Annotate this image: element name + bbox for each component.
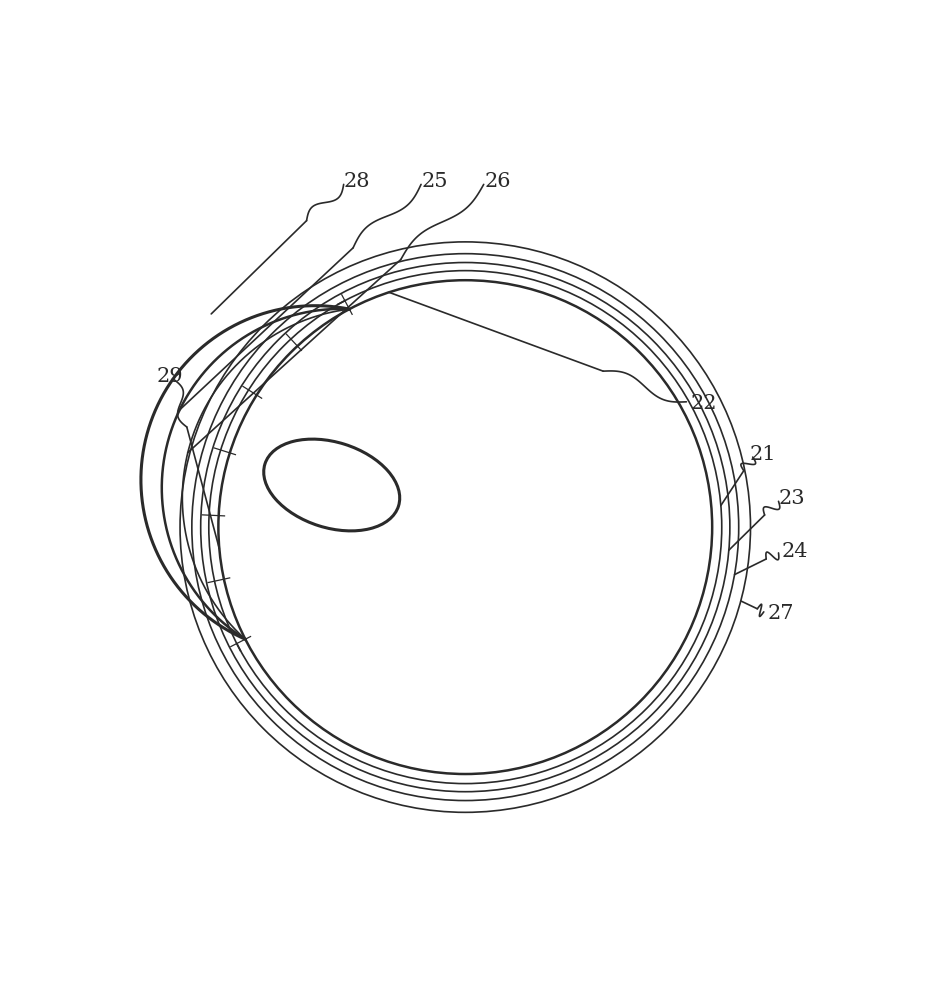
Text: 28: 28: [343, 172, 370, 191]
Text: 21: 21: [749, 445, 776, 464]
Text: 29: 29: [156, 367, 183, 386]
Text: 23: 23: [778, 489, 805, 508]
Text: 25: 25: [421, 172, 448, 191]
Text: 24: 24: [782, 542, 808, 561]
Text: 22: 22: [690, 394, 717, 413]
Text: 26: 26: [484, 172, 511, 191]
Text: 27: 27: [767, 604, 794, 623]
